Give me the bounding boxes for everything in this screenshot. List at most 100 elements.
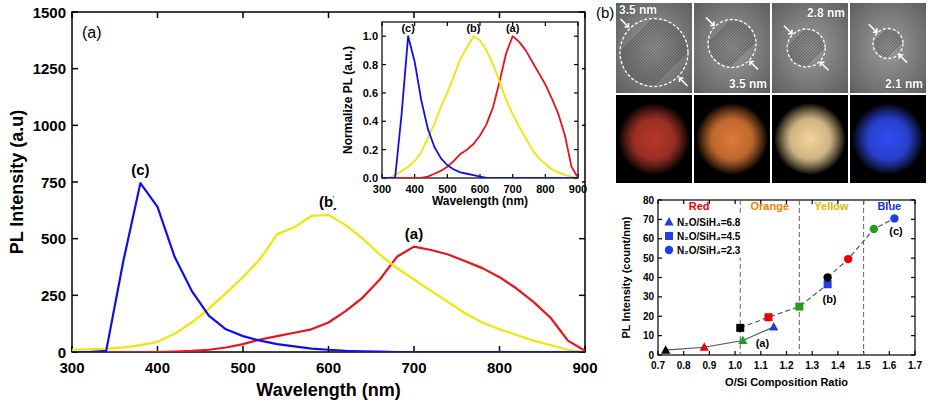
y-tick-right (574, 121, 578, 122)
y-tick-right (911, 316, 915, 317)
series-line (382, 36, 578, 178)
series-line (382, 36, 578, 178)
fringe (705, 20, 753, 68)
y-tick-right (911, 335, 915, 336)
x-tick (889, 351, 890, 355)
fringe (795, 29, 833, 67)
x-tick (709, 351, 710, 355)
y-tick-label: 0.0 (363, 172, 378, 184)
tem-image (694, 3, 770, 93)
region-label: Orange (751, 200, 790, 212)
y-tick-right (911, 277, 915, 278)
x-tick-top (242, 12, 244, 18)
y-tick-right (574, 36, 578, 37)
fit-line (666, 327, 774, 350)
point (823, 273, 831, 281)
y-tick-label: 0.8 (363, 59, 378, 71)
y-tick-label: 750 (41, 174, 66, 191)
x-tick-top (545, 22, 546, 26)
particle-outline (620, 19, 688, 87)
fringes (858, 29, 915, 59)
legend-marker (665, 246, 673, 254)
y-tick (72, 181, 78, 183)
fringe (780, 29, 818, 67)
chart-2: 0.70.80.91.01.11.21.31.41.51.61.70102030… (620, 195, 922, 389)
y-tick-label: 0.4 (363, 115, 379, 127)
x-tick-top (584, 12, 586, 18)
legend-background (662, 215, 742, 258)
tem-image (850, 3, 926, 93)
x-tick-top (71, 12, 73, 18)
x-tick-top (157, 12, 159, 18)
annotation: (a) (756, 337, 770, 349)
y-tick-label: 500 (41, 230, 66, 247)
fringe (882, 29, 912, 59)
x-tick-label: 0.7 (651, 360, 665, 371)
arrow (820, 62, 828, 70)
y-tick-right (579, 238, 585, 240)
x-tick-label: 900 (569, 183, 587, 195)
fringes (684, 20, 777, 68)
y-tick-label: 30 (643, 291, 655, 302)
y-tick-right (574, 149, 578, 150)
point (890, 214, 898, 222)
data-group (382, 36, 578, 178)
point (769, 322, 778, 331)
x-axis-title: O/Si Composition Ratio (725, 376, 848, 388)
tem-image (772, 3, 848, 93)
particle-outline (787, 29, 825, 67)
fit-line (740, 284, 827, 328)
y-tick (382, 149, 386, 150)
x-tick (242, 346, 244, 352)
size-label: 2.8 nm (807, 6, 845, 20)
y-tick (382, 121, 386, 122)
legend-label: N₂O/SiH₄=6.8 (677, 217, 741, 228)
arrow (680, 78, 688, 86)
series-line (382, 36, 578, 178)
arrow (899, 55, 907, 63)
x-tick-top (812, 200, 813, 204)
arrow (784, 26, 792, 34)
fringe (711, 20, 759, 68)
y-tick (382, 92, 386, 93)
x-tick-label: 0.8 (677, 360, 691, 371)
y-tick (658, 296, 662, 297)
y-tick-right (579, 11, 585, 13)
point (700, 342, 709, 351)
y-axis-title: PL Intensity (count/nm) (620, 216, 632, 338)
x-tick-label: 800 (487, 359, 512, 376)
y-axis-title: PL Intensity (a.u) (7, 110, 27, 255)
size-label: 3.5 nm (729, 77, 767, 91)
point (844, 255, 852, 263)
plot-frame (382, 22, 578, 178)
fringe (792, 29, 830, 67)
y-tick-label: 70 (643, 214, 655, 225)
y-tick-right (911, 219, 915, 220)
data-group (72, 183, 585, 352)
y-tick (72, 11, 78, 13)
emission-photo (852, 103, 924, 175)
x-tick-label: 1.0 (728, 360, 742, 371)
x-axis-title: Wavelength (nm) (432, 194, 528, 208)
y-tick-right (574, 92, 578, 93)
x-tick-top (413, 12, 415, 18)
arrow (750, 62, 758, 70)
x-tick-top (914, 200, 915, 204)
y-tick-right (911, 354, 915, 355)
arrow (621, 19, 629, 27)
series-line (72, 247, 585, 352)
y-tick-label: 1000 (33, 117, 66, 134)
size-label: 3.5 nm (619, 3, 657, 17)
series-label: (a) (405, 225, 423, 242)
y-tick-right (911, 238, 915, 239)
fringes (768, 29, 842, 67)
y-tick (382, 36, 386, 37)
region-label: Yellow (814, 200, 849, 212)
x-tick-label: 400 (405, 183, 423, 195)
x-tick-label: 300 (59, 359, 84, 376)
x-tick-label: 600 (316, 359, 341, 376)
y-tick-label: 60 (643, 233, 655, 244)
figure: 3004005006007008009000250500750100012501… (0, 0, 934, 405)
fringe (631, 19, 699, 87)
x-tick (447, 174, 448, 178)
